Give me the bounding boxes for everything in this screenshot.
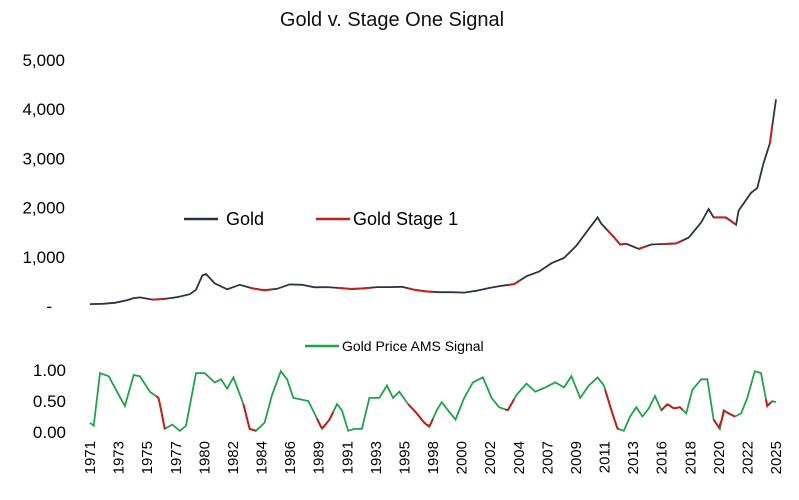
bottom-y-tick-label: 0.00 xyxy=(33,423,66,442)
x-tick-label: 1971 xyxy=(82,441,99,474)
gold-stage1-segment xyxy=(249,286,272,292)
x-tick-label: 1993 xyxy=(368,441,385,474)
x-tick-label: 2009 xyxy=(568,441,585,474)
top-y-tick-label: 1,000 xyxy=(22,248,65,267)
legend-gold-label: Gold xyxy=(226,209,264,229)
ams-signal-stage1-segment xyxy=(316,411,335,429)
gold-stage1-segment xyxy=(336,286,371,290)
x-tick-label: 2000 xyxy=(454,441,471,474)
x-tick-label: 1998 xyxy=(425,441,442,474)
x-tick-label: 2025 xyxy=(768,441,785,474)
gold-stage1-segment xyxy=(152,297,165,301)
legend-stage1-label: Gold Stage 1 xyxy=(353,209,458,229)
gold-stage1-segment xyxy=(661,239,683,246)
gold-stage1-segment xyxy=(507,279,521,286)
x-tick-label: 1975 xyxy=(139,441,156,474)
x-tick-label: 2018 xyxy=(682,441,699,474)
x-tick-label: 1984 xyxy=(254,441,271,474)
x-tick-label: 2002 xyxy=(482,441,499,474)
x-tick-label: 1986 xyxy=(282,441,299,474)
bottom-legend: Gold Price AMS Signal xyxy=(305,338,484,354)
ams-signal-series xyxy=(89,369,777,432)
bottom-y-tick-label: 0.50 xyxy=(33,392,66,411)
top-y-axis-ticks: - 1,000 2,000 3,000 4,000 5,000 xyxy=(22,51,65,316)
chart-title: Gold v. Stage One Signal xyxy=(280,9,504,31)
bottom-y-tick-label: 1.00 xyxy=(33,361,66,380)
bottom-y-axis-ticks: 0.00 0.50 1.00 xyxy=(33,361,66,442)
ams-signal-stage1-segment xyxy=(242,403,257,432)
top-y-tick-label: - xyxy=(46,297,52,316)
ams-signal-stage1-segment xyxy=(155,395,166,430)
x-tick-label: 2022 xyxy=(739,441,756,474)
x-tick-label: 1977 xyxy=(168,441,185,474)
top-y-tick-label: 2,000 xyxy=(22,199,65,218)
top-y-tick-label: 4,000 xyxy=(22,100,65,119)
top-y-tick-label: 5,000 xyxy=(22,51,65,70)
x-tick-label: 2020 xyxy=(711,441,728,474)
gold-stage1-segment xyxy=(638,245,647,250)
ams-signal-stage1-segment xyxy=(604,389,620,430)
ams-signal-stage1-segment xyxy=(712,409,736,430)
x-tick-label: 2016 xyxy=(654,441,671,474)
gold-line xyxy=(89,99,777,305)
ams-signal-stage1-segment xyxy=(765,399,772,409)
ams-signal-line xyxy=(89,369,777,432)
x-tick-label: 1980 xyxy=(196,441,213,474)
x-tick-label: 2011 xyxy=(597,441,614,473)
top-legend: Gold Gold Stage 1 xyxy=(184,209,458,229)
gold-stage1-segment xyxy=(713,216,737,226)
ams-signal-stage1-segment xyxy=(407,403,434,427)
x-tick-label: 1989 xyxy=(311,441,328,474)
legend-ams-label: Gold Price AMS Signal xyxy=(342,338,484,354)
top-y-tick-label: 3,000 xyxy=(22,149,65,168)
x-tick-label: 1995 xyxy=(396,441,413,474)
x-tick-label: 2007 xyxy=(539,441,556,474)
gold-stage1-segment xyxy=(768,125,774,144)
ams-signal-stage1-segment xyxy=(504,398,515,412)
ams-signal-stage1-segment xyxy=(660,403,684,412)
gold-stage1-segment xyxy=(407,287,434,293)
gold-price-series xyxy=(89,99,777,305)
x-tick-label: 2004 xyxy=(511,441,528,474)
x-tick-label: 2013 xyxy=(625,441,642,474)
x-tick-label: 1973 xyxy=(111,441,128,474)
x-tick-label: 1991 xyxy=(339,441,356,474)
x-axis-ticks: 1971 1973 1975 1977 1980 1982 1984 1986 1989 1991… xyxy=(82,441,785,474)
x-tick-label: 1982 xyxy=(225,441,242,474)
gold-stage1-segment xyxy=(606,229,627,246)
